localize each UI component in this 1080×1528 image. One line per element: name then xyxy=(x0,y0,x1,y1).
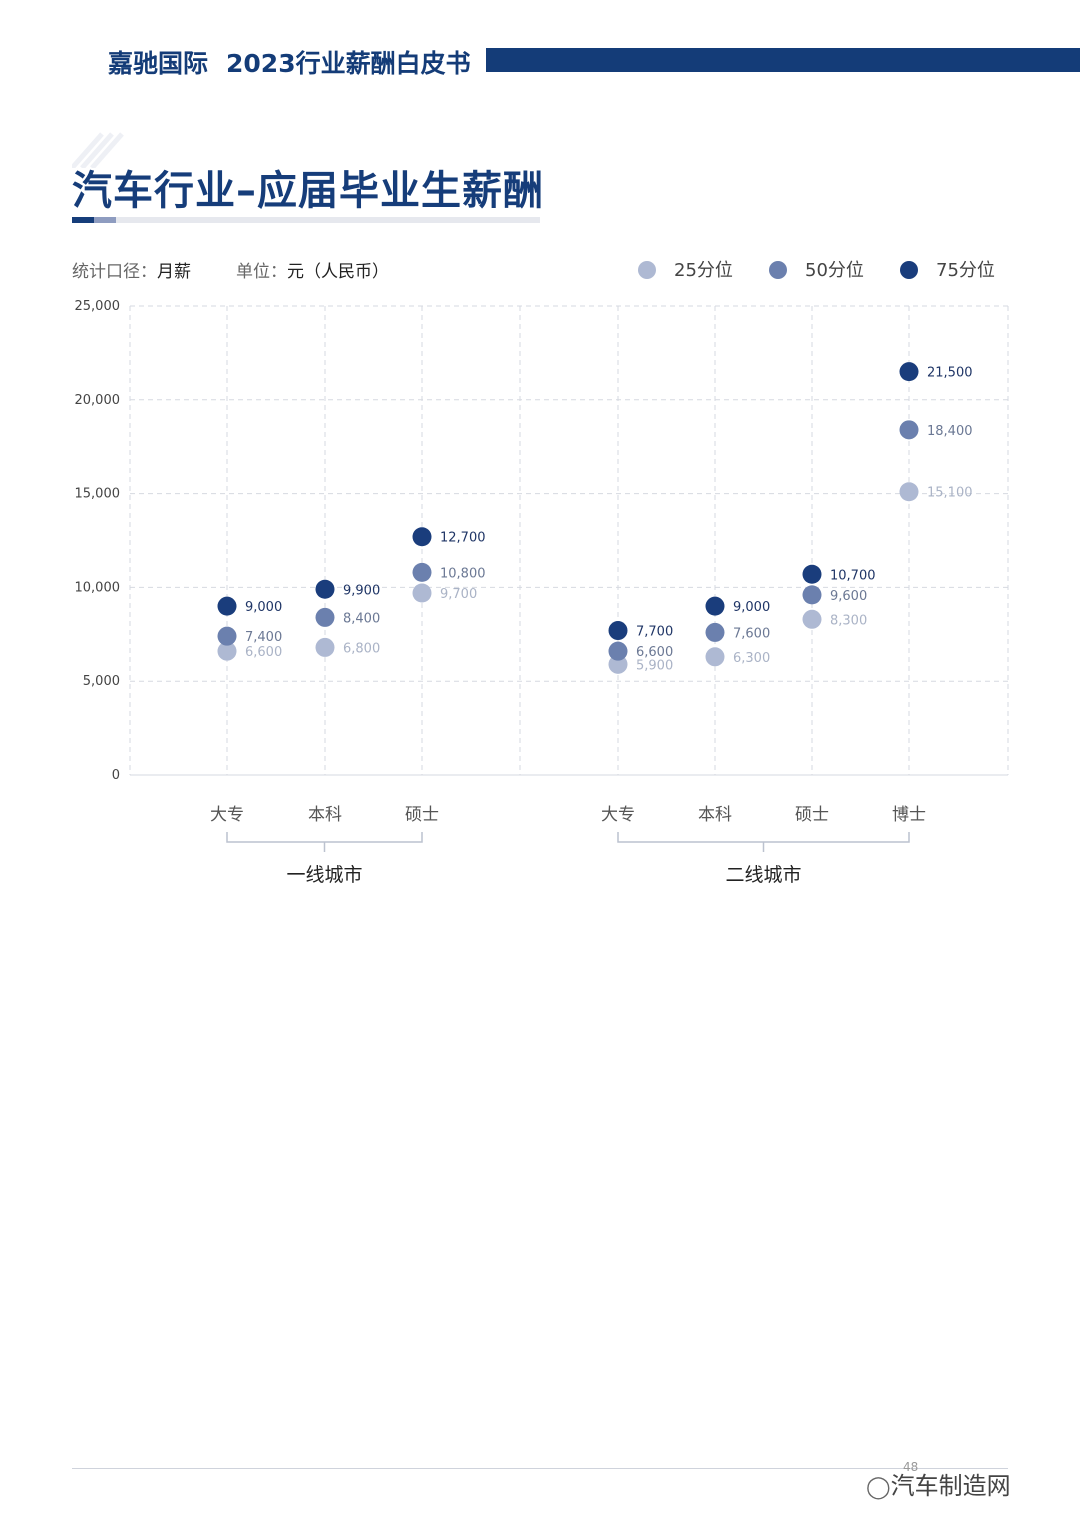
data-point xyxy=(217,596,237,616)
x-category-label: 大专 xyxy=(601,805,635,825)
data-label: 21,500 xyxy=(927,366,973,381)
data-label: 8,400 xyxy=(343,611,380,626)
data-point xyxy=(802,564,822,584)
data-label: 6,300 xyxy=(733,651,770,666)
unit-value: 元（人民币） xyxy=(287,262,389,282)
data-label: 6,800 xyxy=(343,641,380,656)
y-tick-label: 15,000 xyxy=(75,487,121,502)
data-point xyxy=(802,585,822,605)
legend-p75: 75分位 xyxy=(900,256,995,282)
legend-p75-label: 75分位 xyxy=(936,260,995,281)
data-label: 18,400 xyxy=(927,424,973,439)
x-category-label: 硕士 xyxy=(795,805,829,825)
salary-chart: 0 5,000 10,000 15,000 20,000 25,000 大专 本科 硕士 大专 本科… xyxy=(75,299,1009,886)
y-tick-label: 25,000 xyxy=(75,299,121,314)
unit-label: 单位： xyxy=(236,262,287,282)
data-label: 9,600 xyxy=(830,589,867,604)
data-point xyxy=(217,626,237,646)
legend-p50-label: 50分位 xyxy=(805,260,864,281)
document-title: 2023行业薪酬白皮书 xyxy=(226,49,471,78)
x-category-label: 博士 xyxy=(892,805,926,825)
page-number: 48 xyxy=(903,1460,919,1474)
group-bracket xyxy=(617,832,910,843)
wechat-icon: ◯ xyxy=(866,1475,891,1500)
group-bracket xyxy=(226,832,423,843)
watermark: ◯汽车制造网 xyxy=(866,1466,1011,1501)
data-label: 9,900 xyxy=(343,583,380,598)
data-label: 9,000 xyxy=(245,600,282,615)
data-label: 8,300 xyxy=(830,613,867,628)
stat-basis-label: 统计口径： xyxy=(72,262,157,282)
data-point xyxy=(899,420,919,440)
data-label: 10,800 xyxy=(440,566,486,581)
data-point xyxy=(315,579,335,599)
title-watermark-stripes xyxy=(72,132,124,168)
legend-p25-dot xyxy=(638,261,656,279)
legend-p50-dot xyxy=(769,261,787,279)
unit-info: 单位：元（人民币） xyxy=(236,257,389,282)
data-point xyxy=(802,609,822,629)
watermark-text: 汽车制造网 xyxy=(890,1472,1011,1500)
data-label: 9,000 xyxy=(733,600,770,615)
group-label: 二线城市 xyxy=(725,864,801,886)
data-label: 7,600 xyxy=(733,626,770,641)
header-bar xyxy=(486,48,1080,72)
data-point xyxy=(412,583,432,603)
x-category-label: 本科 xyxy=(308,805,342,825)
data-label: 6,600 xyxy=(245,645,282,660)
data-point xyxy=(705,622,725,642)
header-brand: 嘉驰国际 2023行业薪酬白皮书 xyxy=(108,44,471,80)
data-point xyxy=(217,641,237,661)
legend-p75-dot xyxy=(900,261,918,279)
brand-name: 嘉驰国际 xyxy=(108,49,209,78)
data-label: 7,700 xyxy=(636,625,673,640)
legend-p25-label: 25分位 xyxy=(674,260,733,281)
y-tick-label: 20,000 xyxy=(75,393,121,408)
data-point xyxy=(608,641,628,661)
data-point xyxy=(412,527,432,547)
data-label: 9,700 xyxy=(440,587,477,602)
data-label: 6,600 xyxy=(636,645,673,660)
footer-rule xyxy=(72,1468,1008,1469)
y-tick-label: 0 xyxy=(112,768,120,783)
data-point xyxy=(705,596,725,616)
x-category-label: 硕士 xyxy=(405,805,439,825)
x-category-label: 大专 xyxy=(210,805,244,825)
data-label: 10,700 xyxy=(830,568,876,583)
y-tick-label: 5,000 xyxy=(83,674,120,689)
x-category-label: 本科 xyxy=(698,805,732,825)
legend-p25: 25分位 xyxy=(638,256,733,282)
stat-basis-value: 月薪 xyxy=(157,262,191,282)
data-point xyxy=(412,562,432,582)
y-tick-label: 10,000 xyxy=(75,580,121,595)
stat-basis: 统计口径：月薪 xyxy=(72,257,191,282)
legend-p50: 50分位 xyxy=(769,256,864,282)
group-label: 一线城市 xyxy=(286,864,362,886)
data-label: 12,700 xyxy=(440,531,486,546)
data-point xyxy=(608,621,628,641)
title-underline xyxy=(72,217,540,223)
data-label: 7,400 xyxy=(245,630,282,645)
data-point xyxy=(899,362,919,382)
data-point xyxy=(899,482,919,502)
page-title: 汽车行业–应届毕业生薪酬 xyxy=(72,168,544,214)
data-point xyxy=(315,637,335,657)
data-point xyxy=(705,647,725,667)
data-label: 5,900 xyxy=(636,658,673,673)
data-point xyxy=(315,607,335,627)
data-label: 15,100 xyxy=(927,486,973,501)
data-point xyxy=(608,654,628,674)
